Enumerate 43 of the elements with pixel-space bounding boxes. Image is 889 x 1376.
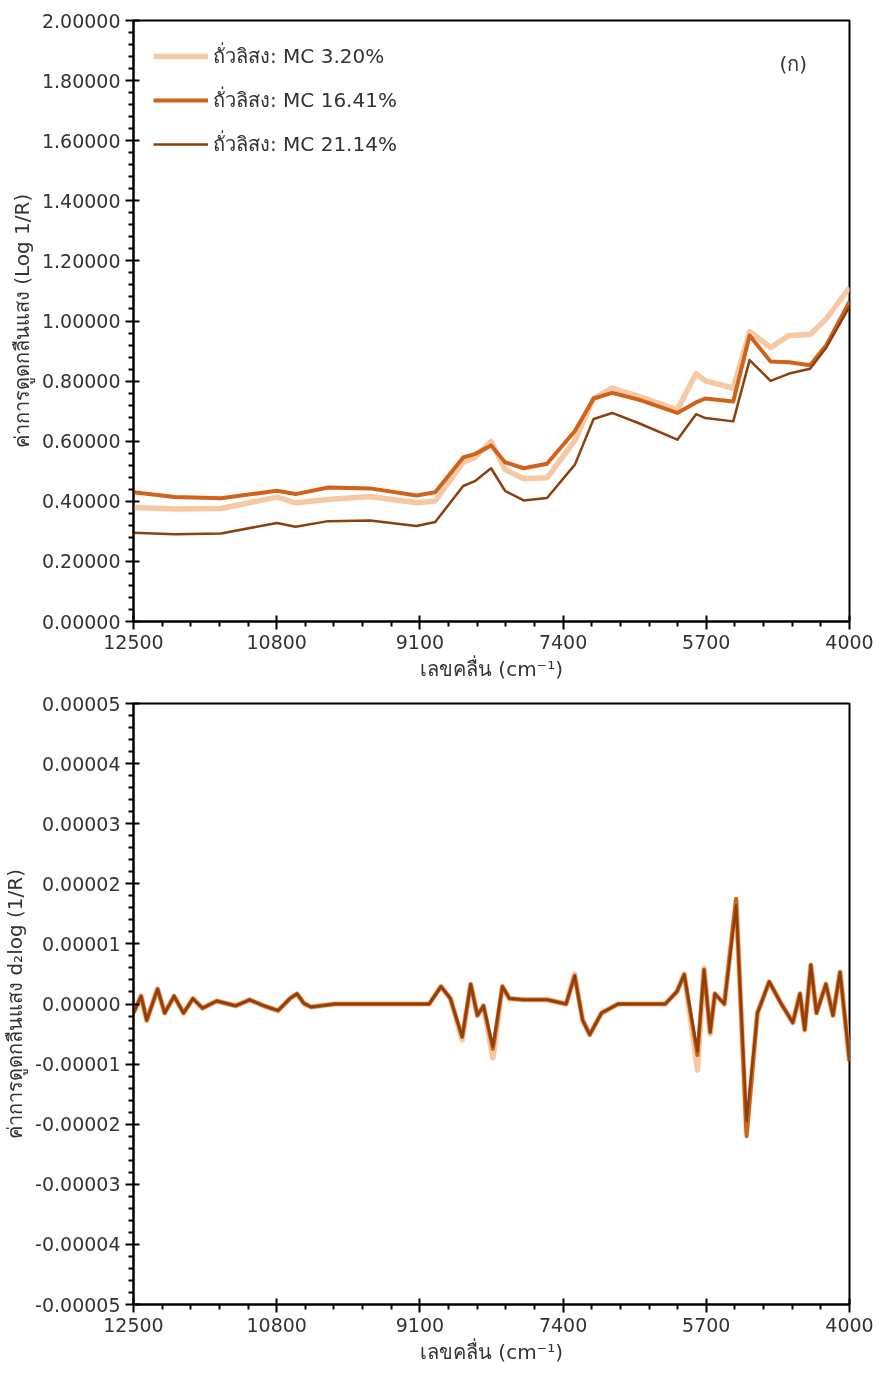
x-tick-label: 7400 bbox=[538, 1313, 588, 1336]
y-axis-title: ค่าการดูดกลืนแสง (Log 1/R) bbox=[9, 193, 35, 449]
y-tick-label: 0.00003 bbox=[41, 812, 121, 835]
legend-label: ถั่วลิสง: MC 16.41% bbox=[213, 85, 397, 114]
x-tick-label: 5700 bbox=[682, 630, 731, 653]
x-tick-label: 4000 bbox=[825, 1313, 874, 1336]
x-tick-label: 9100 bbox=[395, 630, 445, 653]
y-tick-label: 0.00002 bbox=[41, 872, 121, 895]
y-tick-label: 0.00005 bbox=[41, 692, 121, 715]
y-tick-label: 2.00000 bbox=[41, 9, 121, 32]
x-tick-label: 12500 bbox=[103, 1313, 164, 1336]
y-tick-label: -0.00002 bbox=[35, 1113, 121, 1136]
x-tick-label: 10800 bbox=[246, 630, 307, 653]
y-tick-label: 0.00001 bbox=[41, 932, 121, 955]
y-tick-label: -0.00004 bbox=[35, 1233, 121, 1256]
y-tick-label: -0.00005 bbox=[35, 1293, 121, 1316]
y-tick-label: -0.00003 bbox=[35, 1173, 121, 1196]
x-tick-label: 5700 bbox=[682, 1313, 731, 1336]
x-tick-label: 10800 bbox=[246, 1313, 307, 1336]
y-tick-label: 1.00000 bbox=[41, 310, 121, 332]
legend-label: ถั่วลิสง: MC 3.20% bbox=[213, 41, 385, 70]
x-tick-label: 7400 bbox=[538, 630, 588, 653]
y-tick-label: 1.60000 bbox=[41, 129, 121, 152]
y-tick-label: 0.00000 bbox=[41, 610, 121, 633]
x-axis-title: เลขคลื่น (cm⁻¹) bbox=[419, 1337, 564, 1364]
x-tick-label: 12500 bbox=[103, 630, 164, 653]
y-tick-label: 0.40000 bbox=[41, 490, 121, 513]
y-tick-label: 0.00000 bbox=[41, 993, 121, 1015]
x-tick-label: 9100 bbox=[395, 1313, 445, 1336]
legend-label: ถั่วลิสง: MC 21.14% bbox=[213, 129, 397, 158]
y-tick-label: -0.00001 bbox=[35, 1053, 121, 1076]
annotation: (ก) bbox=[779, 51, 808, 76]
y-tick-label: 0.00004 bbox=[41, 752, 121, 775]
x-tick-label: 4000 bbox=[825, 630, 874, 653]
y-tick-label: 0.60000 bbox=[41, 430, 121, 453]
x-axis-title: เลขคลื่น (cm⁻¹) bbox=[419, 654, 564, 681]
line-series bbox=[133, 305, 850, 536]
y-tick-label: 1.40000 bbox=[41, 189, 121, 212]
y-tick-label: 0.20000 bbox=[41, 550, 121, 573]
y-tick-label: 1.80000 bbox=[41, 69, 121, 92]
y-tick-label: 0.80000 bbox=[41, 370, 121, 393]
y-tick-label: 1.20000 bbox=[41, 249, 121, 272]
y-axis-title: ค่าการดูดกลืนแสง d₂log (1/R) bbox=[3, 869, 29, 1139]
